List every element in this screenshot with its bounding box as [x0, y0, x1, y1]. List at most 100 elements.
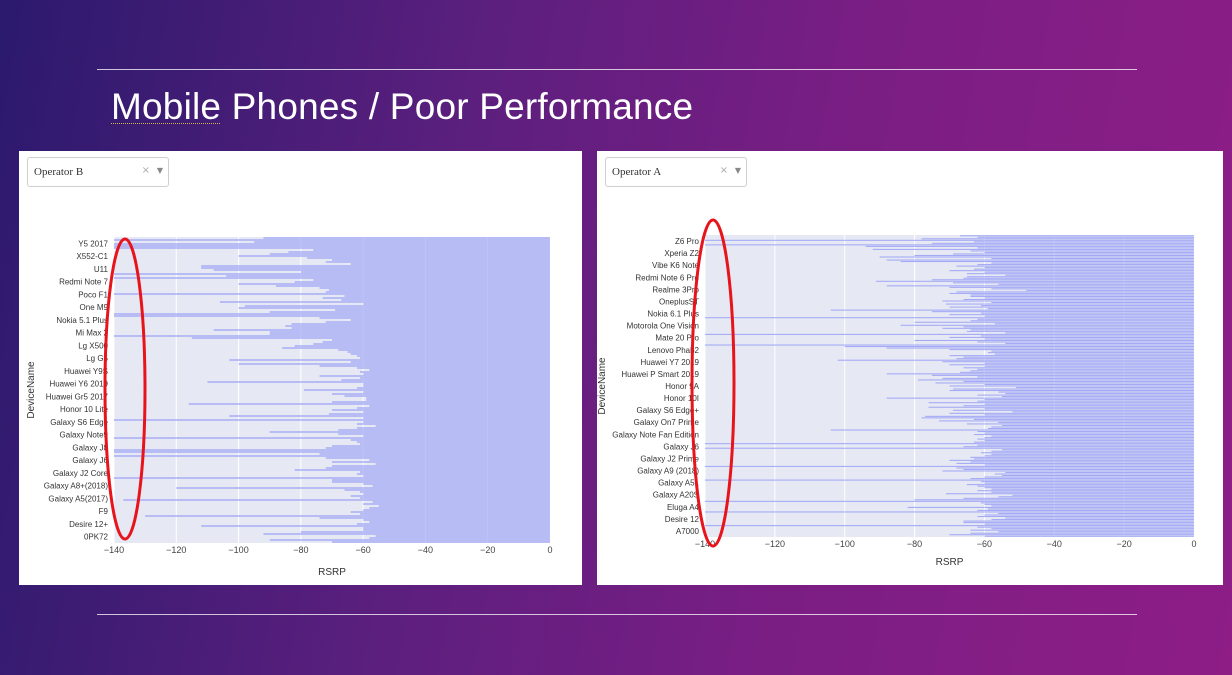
bar: [369, 521, 550, 523]
device-label: Realme 3Pro: [652, 285, 699, 294]
bar: [254, 241, 550, 243]
bar: [332, 481, 550, 483]
bar: [341, 299, 550, 301]
bar: [322, 297, 550, 299]
bottom-divider: [97, 614, 1137, 615]
bar: [984, 338, 1194, 340]
bar: [282, 347, 550, 349]
bar: [942, 327, 1194, 329]
device-label: Galaxy S6 Edge+: [637, 406, 700, 415]
bar: [977, 485, 1194, 487]
bar: [949, 349, 1194, 351]
bar: [984, 437, 1194, 439]
bar: [322, 341, 550, 343]
device-label: A7000: [676, 527, 700, 536]
device-label: Poco F1: [78, 290, 108, 299]
device-label: Honor 9A: [665, 382, 699, 391]
bar: [363, 417, 550, 419]
bar: [830, 309, 1194, 311]
bar: [984, 464, 1194, 466]
bar: [319, 365, 550, 367]
bar: [984, 403, 1194, 405]
clear-icon[interactable]: ×: [719, 165, 728, 176]
bar: [319, 375, 550, 377]
bar: [998, 512, 1194, 515]
bar: [369, 507, 550, 509]
bar: [263, 533, 550, 535]
bar: [347, 351, 550, 353]
bar: [363, 503, 550, 505]
bar: [356, 387, 550, 389]
slide-title-first-word: Mobile: [111, 86, 222, 127]
device-label: Huawei Y7 2019: [640, 358, 699, 367]
operator-dropdown[interactable]: Operator B × ▼: [27, 157, 169, 187]
bar: [363, 493, 550, 495]
bar: [705, 465, 1194, 467]
bar: [942, 300, 1194, 302]
bar: [900, 324, 1194, 326]
bar: [984, 503, 1194, 505]
bar: [987, 427, 1194, 430]
bar: [350, 495, 550, 497]
bar: [959, 235, 1194, 237]
bar: [332, 461, 550, 463]
bar: [977, 247, 1194, 249]
bar: [369, 405, 550, 407]
bar: [886, 397, 1194, 399]
bar: [949, 385, 1194, 387]
device-label: Galaxy J2 Core: [53, 469, 109, 478]
bar: [932, 311, 1194, 313]
bar: [949, 292, 1194, 294]
bar: [269, 311, 550, 313]
bar: [963, 277, 1194, 279]
bar: [369, 537, 550, 539]
clear-icon[interactable]: ×: [141, 165, 150, 176]
bar: [952, 282, 1194, 284]
operator-dropdown[interactable]: Operator A × ▼: [605, 157, 747, 187]
bar: [1005, 471, 1194, 474]
bar: [932, 279, 1194, 281]
bar: [977, 318, 1194, 320]
bar: [970, 250, 1194, 252]
bar: [991, 505, 1194, 507]
bar: [332, 479, 550, 481]
bar: [977, 341, 1194, 343]
bar: [328, 413, 550, 415]
bar: [942, 470, 1194, 472]
chevron-down-icon[interactable]: ▼: [156, 166, 163, 175]
bar: [201, 265, 550, 267]
bar: [956, 291, 1194, 293]
device-label: Huawei Y6 2019: [49, 380, 108, 389]
bar: [872, 248, 1194, 250]
bar: [966, 423, 1194, 425]
device-label: Lg G5: [86, 354, 108, 363]
bar: [973, 241, 1194, 243]
chevron-down-icon[interactable]: ▼: [734, 166, 741, 175]
bar: [335, 309, 550, 311]
bar: [987, 352, 1194, 354]
bar: [356, 367, 550, 369]
device-label: Galaxy J6: [663, 442, 699, 451]
bar: [932, 374, 1194, 376]
bar: [356, 355, 550, 357]
bar: [325, 321, 550, 323]
bar: [876, 280, 1194, 282]
bar: [980, 305, 1194, 307]
bar: [970, 320, 1194, 322]
bar: [963, 468, 1194, 470]
bar: [350, 263, 550, 265]
bar: [970, 329, 1194, 331]
bar: [363, 475, 550, 477]
bar: [201, 525, 550, 527]
bar: [344, 395, 550, 397]
bar: [973, 434, 1194, 436]
bar: [363, 529, 550, 531]
device-label: Galaxy J8: [72, 443, 108, 452]
bar: [363, 519, 550, 521]
bar: [114, 419, 550, 421]
bar: [966, 484, 1194, 486]
bar: [956, 265, 1194, 267]
device-label: Vibe K6 Note: [652, 261, 700, 270]
x-axis-title: RSRP: [318, 567, 346, 578]
bar: [991, 453, 1194, 455]
